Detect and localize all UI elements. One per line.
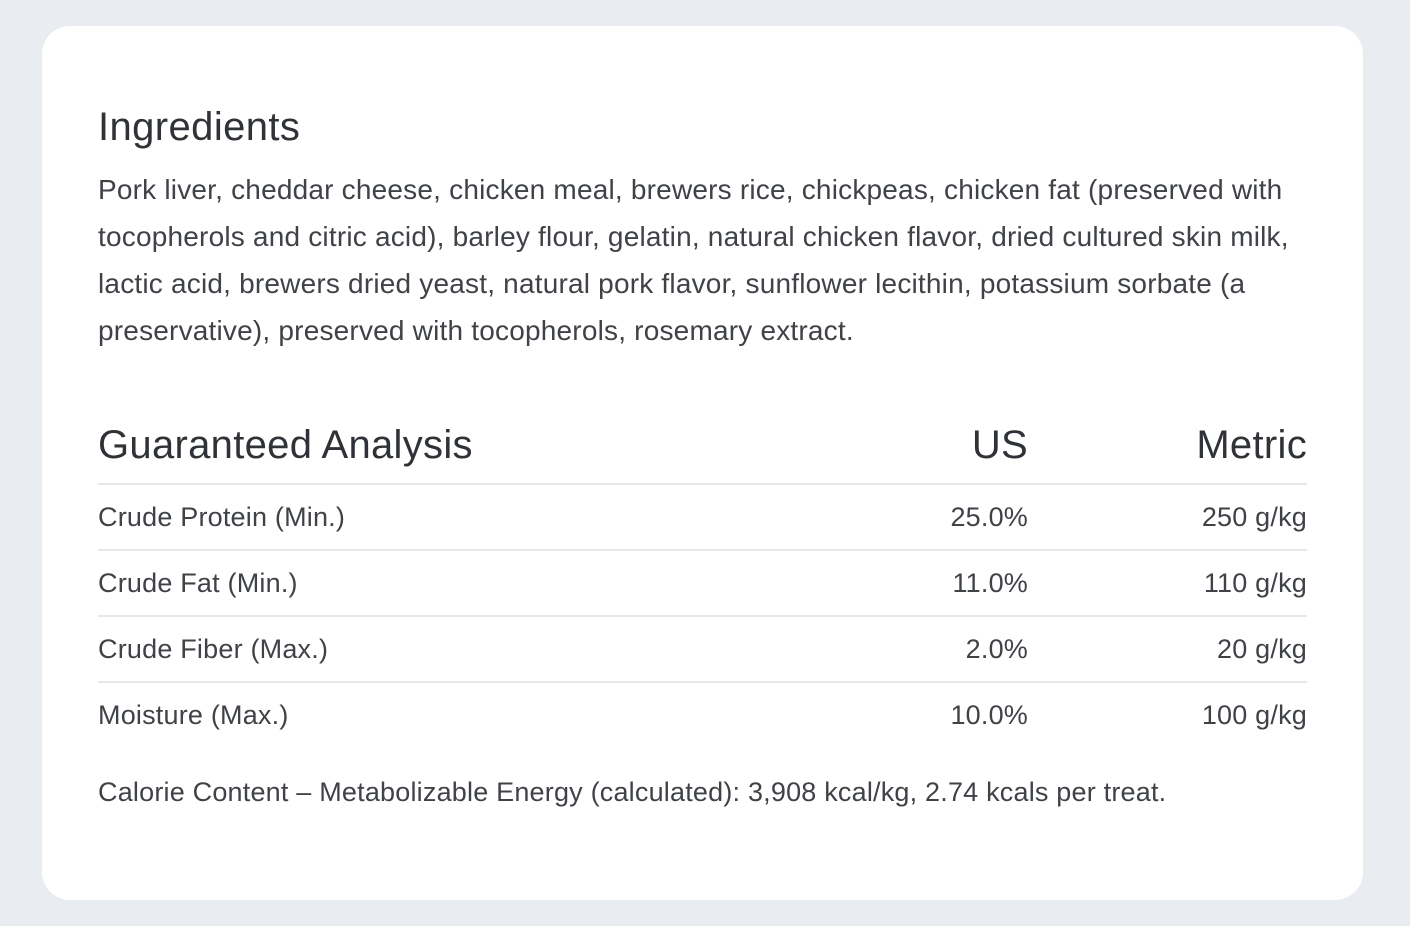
guaranteed-analysis-table: Guaranteed Analysis US Metric Crude Prot… (98, 422, 1307, 747)
nutrient-label: Crude Protein (Min.) (98, 484, 818, 551)
calorie-content: Calorie Content – Metabolizable Energy (… (98, 777, 1167, 807)
nutrient-metric-value: 20 g/kg (1028, 616, 1307, 683)
product-info-card: Ingredients Pork liver, cheddar cheese, … (42, 26, 1363, 900)
table-row: Moisture (Max.) 10.0% 100 g/kg (98, 682, 1307, 747)
nutrient-us-value: 11.0% (818, 550, 1028, 617)
table-row: Crude Protein (Min.) 25.0% 250 g/kg (98, 484, 1307, 551)
nutrient-metric-value: 250 g/kg (1028, 484, 1307, 551)
ingredients-text: Pork liver, cheddar cheese, chicken meal… (98, 174, 1289, 346)
nutrient-us-value: 2.0% (818, 616, 1028, 683)
table-row: Crude Fiber (Max.) 2.0% 20 g/kg (98, 616, 1307, 683)
analysis-header-label: Guaranteed Analysis (98, 422, 818, 485)
analysis-header-metric: Metric (1028, 422, 1307, 485)
analysis-header-us: US (818, 422, 1028, 485)
nutrient-metric-value: 110 g/kg (1028, 550, 1307, 617)
card-content: Ingredients Pork liver, cheddar cheese, … (98, 104, 1307, 808)
table-header-row: Guaranteed Analysis US Metric (98, 422, 1307, 485)
table-row: Crude Fat (Min.) 11.0% 110 g/kg (98, 550, 1307, 617)
ingredients-title: Ingredients (98, 105, 301, 149)
nutrient-us-value: 10.0% (950, 699, 1028, 730)
nutrient-metric-value: 100 g/kg (1201, 699, 1307, 730)
nutrient-label: Crude Fat (Min.) (98, 550, 818, 617)
nutrient-us-value: 25.0% (818, 484, 1028, 551)
nutrient-label: Crude Fiber (Max.) (98, 616, 818, 683)
nutrient-label: Moisture (Max.) (98, 699, 289, 730)
